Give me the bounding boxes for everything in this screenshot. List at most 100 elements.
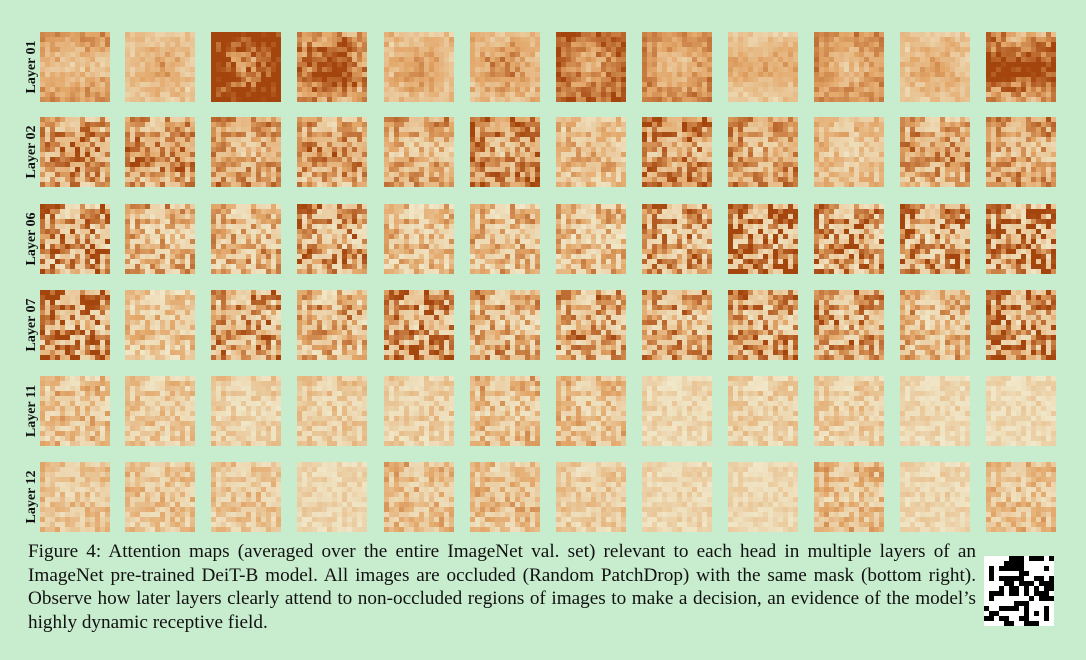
attention-patch	[327, 97, 332, 102]
attention-patch	[788, 137, 793, 142]
attention-patch	[394, 182, 399, 187]
attention-patch	[190, 167, 195, 172]
attention-map-image	[40, 32, 110, 102]
attention-patch	[601, 62, 606, 67]
attention-patch	[399, 117, 404, 122]
attention-patch	[793, 62, 798, 67]
attention-patch	[728, 172, 733, 177]
attention-patch	[561, 152, 566, 157]
attention-patch	[586, 97, 591, 102]
attention-patch	[1021, 167, 1026, 172]
attention-patch	[297, 127, 302, 132]
attention-patch	[434, 172, 439, 177]
attention-patch	[657, 87, 662, 92]
attention-patch	[566, 52, 571, 57]
attention-patch	[150, 127, 155, 132]
attention-patch	[1026, 147, 1031, 152]
attention-patch	[85, 229, 90, 234]
attention-patch	[652, 142, 657, 147]
attention-patch	[130, 172, 135, 177]
attention-patch	[95, 137, 100, 142]
attention-patch	[819, 67, 824, 72]
attention-patch	[839, 52, 844, 57]
attention-patch	[85, 122, 90, 127]
attention-patch	[935, 82, 940, 87]
attention-patch	[155, 57, 160, 62]
attention-patch	[495, 62, 500, 67]
attention-patch	[991, 172, 996, 177]
attention-patch	[145, 122, 150, 127]
attention-patch	[95, 47, 100, 52]
attention-patch	[236, 72, 241, 77]
attention-patch	[125, 122, 130, 127]
attention-patch	[1006, 172, 1011, 177]
attention-patch	[677, 142, 682, 147]
attention-patch	[394, 72, 399, 77]
attention-patch	[763, 97, 768, 102]
attention-patch	[859, 117, 864, 122]
attention-patch	[596, 162, 601, 167]
attention-patch	[256, 132, 261, 137]
attention-patch	[165, 52, 170, 57]
attention-patch	[697, 47, 702, 52]
attention-patch	[327, 42, 332, 47]
attention-patch	[276, 152, 281, 157]
attention-patch	[302, 172, 307, 177]
attention-patch	[271, 67, 276, 72]
attention-patch	[80, 162, 85, 167]
attention-patch	[844, 82, 849, 87]
attention-patch	[576, 87, 581, 92]
attention-patch	[75, 177, 80, 182]
attention-patch	[849, 52, 854, 57]
attention-patch	[70, 162, 75, 167]
attention-patch	[642, 157, 647, 162]
attention-patch	[743, 172, 748, 177]
attention-patch	[915, 47, 920, 52]
attention-patch	[322, 57, 327, 62]
attention-patch	[616, 32, 621, 37]
attention-patch	[859, 177, 864, 182]
attention-patch	[470, 67, 475, 72]
attention-patch	[834, 52, 839, 57]
attention-patch	[80, 167, 85, 172]
attention-patch	[145, 57, 150, 62]
attention-patch	[667, 127, 672, 132]
attention-patch	[100, 224, 105, 229]
attention-patch	[960, 142, 965, 147]
attention-patch	[672, 172, 677, 177]
attention-patch	[389, 152, 394, 157]
attention-patch	[900, 92, 905, 97]
attention-patch	[829, 52, 834, 57]
attention-patch	[246, 37, 251, 42]
attention-patch	[874, 57, 879, 62]
attention-patch	[677, 57, 682, 62]
attention-patch	[419, 122, 424, 127]
attention-patch	[342, 152, 347, 157]
attention-patch	[165, 157, 170, 162]
attention-patch	[256, 72, 261, 77]
attention-patch	[515, 147, 520, 152]
attention-patch	[404, 177, 409, 182]
attention-patch	[814, 32, 819, 37]
attention-patch	[419, 162, 424, 167]
attention-patch	[642, 77, 647, 82]
attention-patch	[1011, 72, 1016, 77]
attention-patch	[925, 137, 930, 142]
attention-patch	[1041, 82, 1046, 87]
attention-patch	[352, 152, 357, 157]
attention-patch	[160, 57, 165, 62]
attention-patch	[682, 142, 687, 147]
attention-patch	[965, 167, 970, 172]
attention-patch	[566, 92, 571, 97]
attention-patch	[819, 147, 824, 152]
attention-patch	[175, 52, 180, 57]
attention-patch	[733, 122, 738, 127]
attention-patch	[276, 72, 281, 77]
attention-patch	[170, 152, 175, 157]
attention-patch	[342, 47, 347, 52]
attention-patch	[80, 117, 85, 122]
attention-patch	[342, 167, 347, 172]
attention-patch	[561, 77, 566, 82]
attention-patch	[100, 177, 105, 182]
attention-patch	[915, 77, 920, 82]
